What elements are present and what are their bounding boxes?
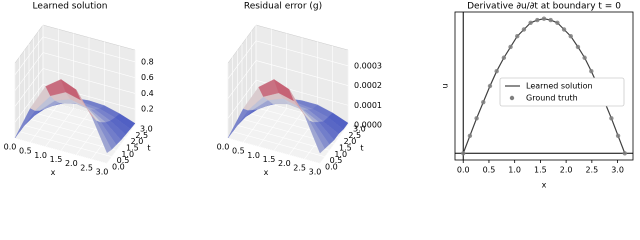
scatter-point (615, 133, 621, 138)
grid-line (227, 40, 349, 79)
scatter-point (481, 99, 486, 105)
page: Learned solution 0.0 0.5 1.0 1.5 2.0 2.5 3.0 0.0… (3, 1, 634, 190)
x-tick-label: 0.0 (217, 143, 230, 152)
x-tick-label: 1.0 (247, 151, 260, 160)
scatter-point (515, 34, 520, 39)
scatter-point (622, 151, 627, 156)
chart-title: Residual error (g) (244, 2, 322, 12)
x-tick-label: 2.0 (560, 166, 573, 175)
z-tick-label: 0.0003 (354, 61, 382, 70)
grid-line (14, 68, 136, 107)
scatter-point (609, 116, 614, 121)
y-tick-label: 3.0 (353, 125, 366, 134)
z-tick-label: 0.8 (141, 57, 154, 66)
x-axis-label: x (51, 168, 56, 177)
grid-line (227, 60, 349, 99)
scatter-point (555, 20, 560, 25)
scatter-point (461, 151, 466, 156)
x-axis-label: x (264, 168, 269, 177)
y-tick-label: 1.0 (121, 150, 134, 159)
x-tick-label: 2.5 (293, 163, 306, 172)
y-tick-label: 3.0 (140, 125, 153, 134)
scatter-point (528, 20, 533, 25)
scatter-point (589, 69, 594, 74)
legend-box (499, 77, 625, 107)
z-tick-label: 0.2 (141, 105, 154, 114)
scatter-point (487, 83, 493, 89)
surface-cell (91, 116, 112, 154)
scatter-point (494, 69, 499, 74)
y-tick-label: 0.5 (330, 156, 343, 165)
y-tick-label: 1.0 (334, 150, 347, 159)
y-axis-label: t (360, 144, 363, 153)
x-tick-label: 2.0 (278, 159, 291, 168)
x-tick-label: 2.5 (585, 166, 598, 175)
scatter-point (561, 27, 567, 32)
x-tick-label: 0.5 (232, 147, 245, 156)
grid-line (14, 83, 136, 123)
legend-label: Ground truth (526, 94, 578, 103)
x-tick-label: 1.5 (534, 166, 547, 175)
scatter-point (521, 27, 527, 32)
plot-frame (454, 11, 634, 161)
scatter-point (548, 17, 553, 23)
scatter-point (467, 133, 473, 138)
scatter-point (535, 17, 540, 23)
scatter-point (582, 55, 587, 60)
scatter-point (508, 44, 513, 50)
x-tick-label: 0.0 (4, 143, 17, 152)
scatter-point (474, 116, 479, 121)
y-tick-label: 0.5 (117, 156, 130, 165)
z-tick-label: 0.4 (141, 89, 154, 98)
chart-title: Learned solution (33, 2, 108, 12)
scatter-point (575, 44, 581, 50)
y-tick-label: 2.5 (348, 131, 361, 140)
x-tick-label: 1.5 (263, 155, 276, 164)
x-tick-label: 0.5 (483, 166, 496, 175)
y-tick-label: 2.0 (344, 137, 357, 146)
y-tick-label: 0.0 (112, 163, 125, 172)
scatter-point (568, 34, 573, 39)
x-tick-label: 3.0 (611, 166, 624, 175)
legend-label: Learned solution (526, 82, 593, 91)
z-tick-label: 0.6 (141, 73, 154, 82)
scatter-point (541, 16, 547, 21)
y-tick-label: 0.0 (325, 163, 338, 172)
x-tick-label: 2.0 (65, 159, 78, 168)
legend-swatch (509, 95, 515, 101)
z-tick-label: 0.0001 (354, 101, 382, 110)
x-tick-label: 1.0 (34, 151, 47, 160)
grid-line (14, 36, 136, 76)
x-axis-label: x (542, 181, 547, 190)
x-tick-label: 1.0 (508, 166, 521, 175)
x-tick-label: 3.0 (96, 168, 109, 177)
y-tick-label: 1.5 (126, 144, 139, 153)
y-axis-label: u (441, 83, 450, 88)
x-tick-label: 3.0 (309, 168, 322, 177)
x-tick-label: 0.5 (19, 147, 32, 156)
scatter-point (501, 55, 507, 60)
y-tick-label: 1.5 (339, 144, 352, 153)
grid-line (14, 52, 136, 91)
y-tick-label: 2.5 (135, 131, 148, 140)
chart-title: Derivative ∂u/∂t at boundary t = 0 (467, 2, 621, 12)
surface-cell (304, 115, 325, 154)
x-tick-label: 2.5 (80, 163, 93, 172)
z-tick-label: 0.0000 (354, 121, 382, 130)
y-tick-label: 2.0 (131, 137, 144, 146)
y-axis-label: t (147, 144, 150, 153)
z-tick-label: 0.0002 (354, 81, 382, 90)
grid-line (227, 79, 349, 119)
x-tick-label: 0.0 (457, 166, 470, 175)
x-tick-label: 1.5 (50, 155, 63, 164)
